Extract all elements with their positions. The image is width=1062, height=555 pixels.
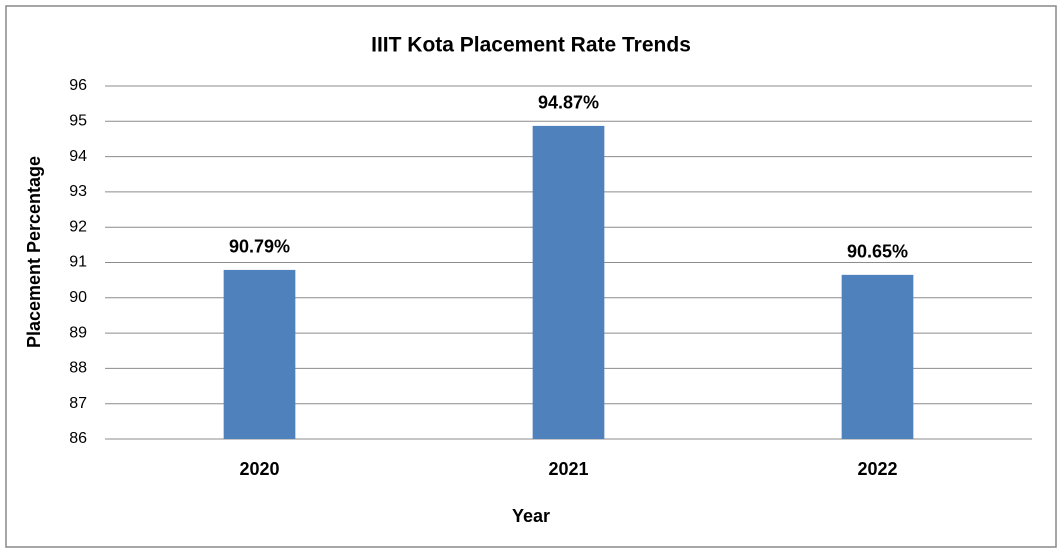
x-tick-label: 2022: [857, 459, 897, 479]
y-tick-label: 95: [69, 113, 87, 130]
y-tick-label: 92: [69, 218, 87, 235]
bar: [223, 269, 296, 439]
data-label: 90.79%: [229, 237, 290, 257]
chart-title: IIIT Kota Placement Rate Trends: [371, 34, 691, 57]
data-label: 94.87%: [538, 93, 599, 113]
y-tick-label: 96: [69, 77, 87, 94]
y-tick-label: 94: [69, 148, 87, 165]
x-axis-label: Year: [512, 506, 550, 526]
y-axis-label: Placement Percentage: [24, 156, 44, 348]
x-tick-label: 2021: [548, 459, 588, 479]
x-tick-label: 2020: [239, 459, 279, 479]
y-tick-label: 86: [69, 430, 87, 447]
y-tick-label: 93: [69, 183, 87, 200]
y-tick-label: 87: [69, 395, 87, 412]
y-tick-label: 89: [69, 324, 87, 341]
y-tick-label: 90: [69, 289, 87, 306]
bar: [532, 125, 605, 439]
bar: [841, 274, 914, 439]
data-label: 90.65%: [847, 242, 908, 262]
y-tick-label: 91: [69, 254, 87, 271]
y-tick-label: 88: [69, 360, 87, 377]
